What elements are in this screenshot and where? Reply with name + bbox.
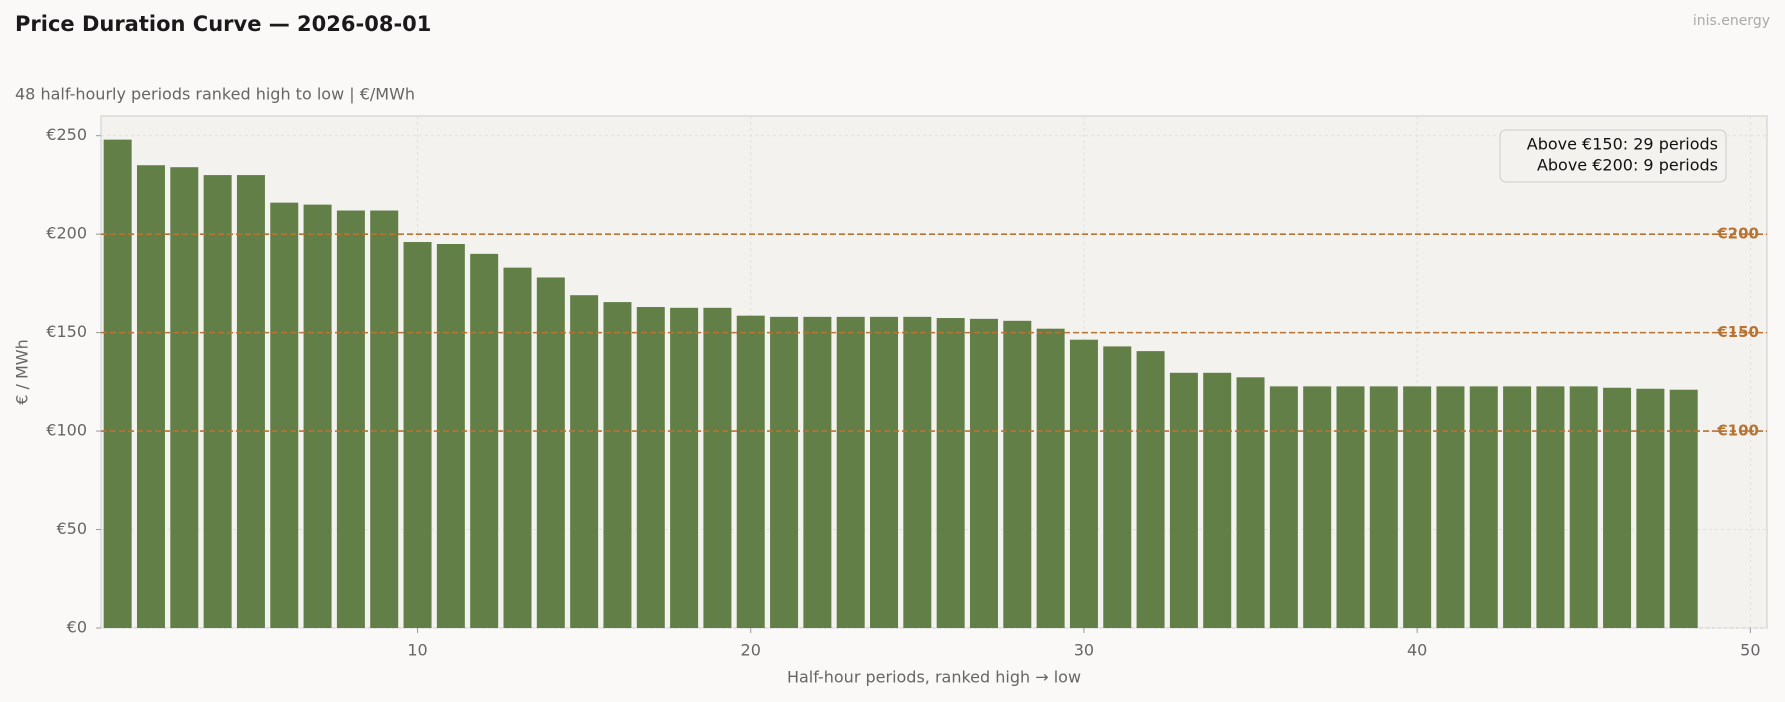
- bar: [470, 253, 499, 628]
- bar: [103, 139, 132, 628]
- bar: [336, 210, 365, 628]
- x-tick-label: 20: [741, 641, 761, 660]
- bar: [770, 316, 799, 628]
- annotation-box: [1499, 129, 1727, 183]
- bar: [1003, 320, 1032, 628]
- bar: [636, 307, 665, 628]
- watermark: inis.energy: [1693, 13, 1770, 29]
- bar: [203, 175, 232, 629]
- bar: [603, 302, 632, 628]
- chart-subtitle: 48 half-hourly periods ranked high to lo…: [15, 85, 415, 104]
- bar: [736, 315, 765, 628]
- bar: [936, 318, 965, 628]
- bar: [1669, 389, 1698, 628]
- bar: [836, 316, 865, 628]
- bar: [1636, 388, 1665, 628]
- bar: [536, 277, 565, 628]
- bar: [170, 167, 199, 628]
- bar: [1436, 386, 1465, 628]
- bar: [1269, 386, 1298, 628]
- bar: [1536, 386, 1565, 628]
- bar: [903, 316, 932, 628]
- bar: [1169, 372, 1198, 628]
- x-tick-label: 50: [1740, 641, 1760, 660]
- y-axis-label: € / MWh: [13, 339, 32, 405]
- reference-label: €150: [1716, 323, 1759, 341]
- bar: [670, 307, 699, 628]
- bar: [403, 242, 432, 628]
- x-tick-label: 10: [407, 641, 427, 660]
- bar: [1469, 386, 1498, 628]
- y-tick-label: €50: [56, 519, 87, 538]
- bar: [1403, 386, 1432, 628]
- annotation: Above €200: 9 periods: [1537, 156, 1718, 175]
- bar: [136, 165, 165, 628]
- reference-label: €100: [1716, 422, 1759, 440]
- bar: [1336, 386, 1365, 628]
- bar: [1069, 339, 1098, 628]
- bar: [1203, 372, 1232, 628]
- bar: [870, 316, 899, 628]
- bar: [1569, 386, 1598, 628]
- chart-title: Price Duration Curve — 2026-08-01: [15, 12, 431, 36]
- annotation: Above €150: 29 periods: [1527, 135, 1718, 154]
- bar: [1503, 386, 1532, 628]
- bar: [503, 267, 532, 628]
- bar: [1603, 387, 1632, 628]
- bar: [436, 244, 465, 628]
- reference-label: €200: [1716, 225, 1759, 243]
- x-tick-label: 30: [1074, 641, 1094, 660]
- bar: [969, 318, 998, 628]
- bar: [270, 202, 299, 628]
- bar: [1036, 328, 1065, 628]
- bar: [1236, 377, 1265, 628]
- bar: [236, 175, 265, 629]
- bar: [1103, 346, 1132, 628]
- bar: [803, 316, 832, 628]
- y-tick-label: €150: [46, 322, 87, 341]
- y-tick-label: €0: [67, 618, 87, 637]
- bar: [1303, 386, 1332, 628]
- y-tick-label: €250: [46, 125, 87, 144]
- bar: [1136, 351, 1165, 628]
- bar: [1369, 386, 1398, 628]
- bar: [570, 295, 599, 628]
- bar: [703, 307, 732, 628]
- y-tick-label: €100: [46, 421, 87, 440]
- y-tick-label: €200: [46, 224, 87, 243]
- bar: [370, 210, 399, 628]
- x-axis-label: Half-hour periods, ranked high → low: [787, 668, 1081, 687]
- x-tick-label: 40: [1407, 641, 1427, 660]
- bar: [303, 204, 332, 628]
